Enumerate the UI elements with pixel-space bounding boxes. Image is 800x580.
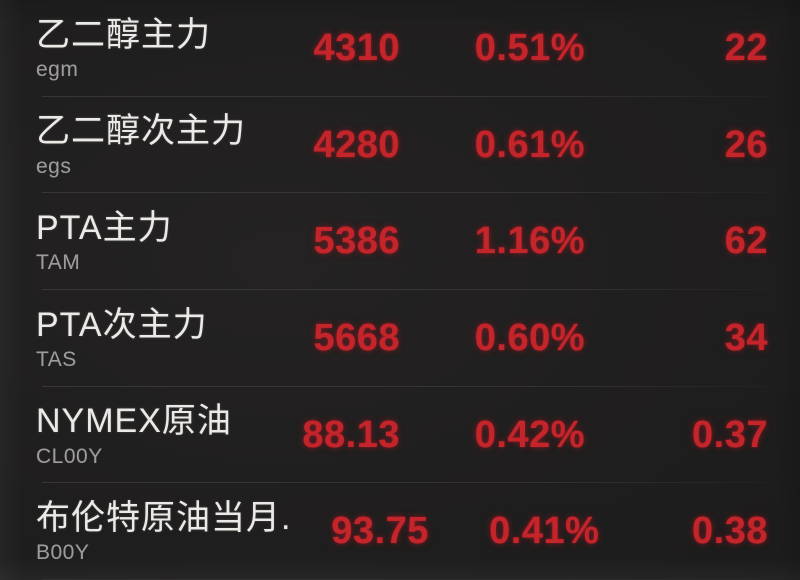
instrument-name-block: PTA次主力 TAS xyxy=(36,306,250,371)
instrument-name: NYMEX原油 xyxy=(36,402,232,441)
quote-row[interactable]: NYMEX原油 CL00Y 88.13 0.42% 0.37 xyxy=(0,387,800,484)
instrument-name-block: 乙二醇次主力 egs xyxy=(36,112,250,177)
last-price: 5668 xyxy=(313,316,400,359)
change-value: 34 xyxy=(724,316,768,359)
change-percent: 0.42% xyxy=(474,413,585,456)
change-percent: 0.41% xyxy=(489,510,600,553)
instrument-name-block: 乙二醇主力 egm xyxy=(36,16,250,81)
instrument-name-block: NYMEX原油 CL00Y xyxy=(36,402,250,467)
instrument-name-block: 布伦特原油当月... B00Y xyxy=(36,499,291,564)
change-value: 26 xyxy=(724,123,768,166)
quote-row[interactable]: 布伦特原油当月... B00Y 93.75 0.41% 0.38 xyxy=(0,483,800,580)
quote-row[interactable]: 乙二醇主力 egm 4310 0.51% 22 xyxy=(0,0,800,97)
last-price: 5386 xyxy=(313,220,400,263)
quote-row[interactable]: PTA主力 TAM 5386 1.16% 62 xyxy=(0,193,800,290)
instrument-name: 乙二醇次主力 xyxy=(36,112,246,151)
change-percent: 1.16% xyxy=(474,220,585,263)
last-price: 88.13 xyxy=(302,413,400,456)
last-price: 4280 xyxy=(313,123,400,166)
instrument-name: PTA次主力 xyxy=(36,305,208,344)
instrument-name: PTA主力 xyxy=(36,209,173,248)
instrument-symbol: TAM xyxy=(36,251,81,275)
change-value: 22 xyxy=(724,26,768,69)
last-price: 93.75 xyxy=(331,510,429,553)
quote-row[interactable]: 乙二醇次主力 egs 4280 0.61% 26 xyxy=(0,97,800,194)
change-percent: 0.61% xyxy=(474,123,585,166)
change-percent: 0.60% xyxy=(474,316,585,359)
instrument-name: 布伦特原油当月... xyxy=(36,499,291,538)
instrument-symbol: B00Y xyxy=(36,541,90,565)
instrument-symbol: egm xyxy=(36,57,79,81)
instrument-name-block: PTA主力 TAM xyxy=(36,209,250,274)
change-value: 0.37 xyxy=(692,413,768,456)
instrument-symbol: TAS xyxy=(36,347,77,371)
instrument-symbol: egs xyxy=(36,154,72,178)
change-value: 62 xyxy=(724,220,768,263)
last-price: 4310 xyxy=(313,26,400,69)
change-value: 0.38 xyxy=(692,510,769,553)
instrument-symbol: CL00Y xyxy=(36,444,103,468)
quote-row[interactable]: PTA次主力 TAS 5668 0.60% 34 xyxy=(0,290,800,387)
instrument-name: 乙二醇主力 xyxy=(36,15,211,54)
change-percent: 0.51% xyxy=(474,26,585,69)
